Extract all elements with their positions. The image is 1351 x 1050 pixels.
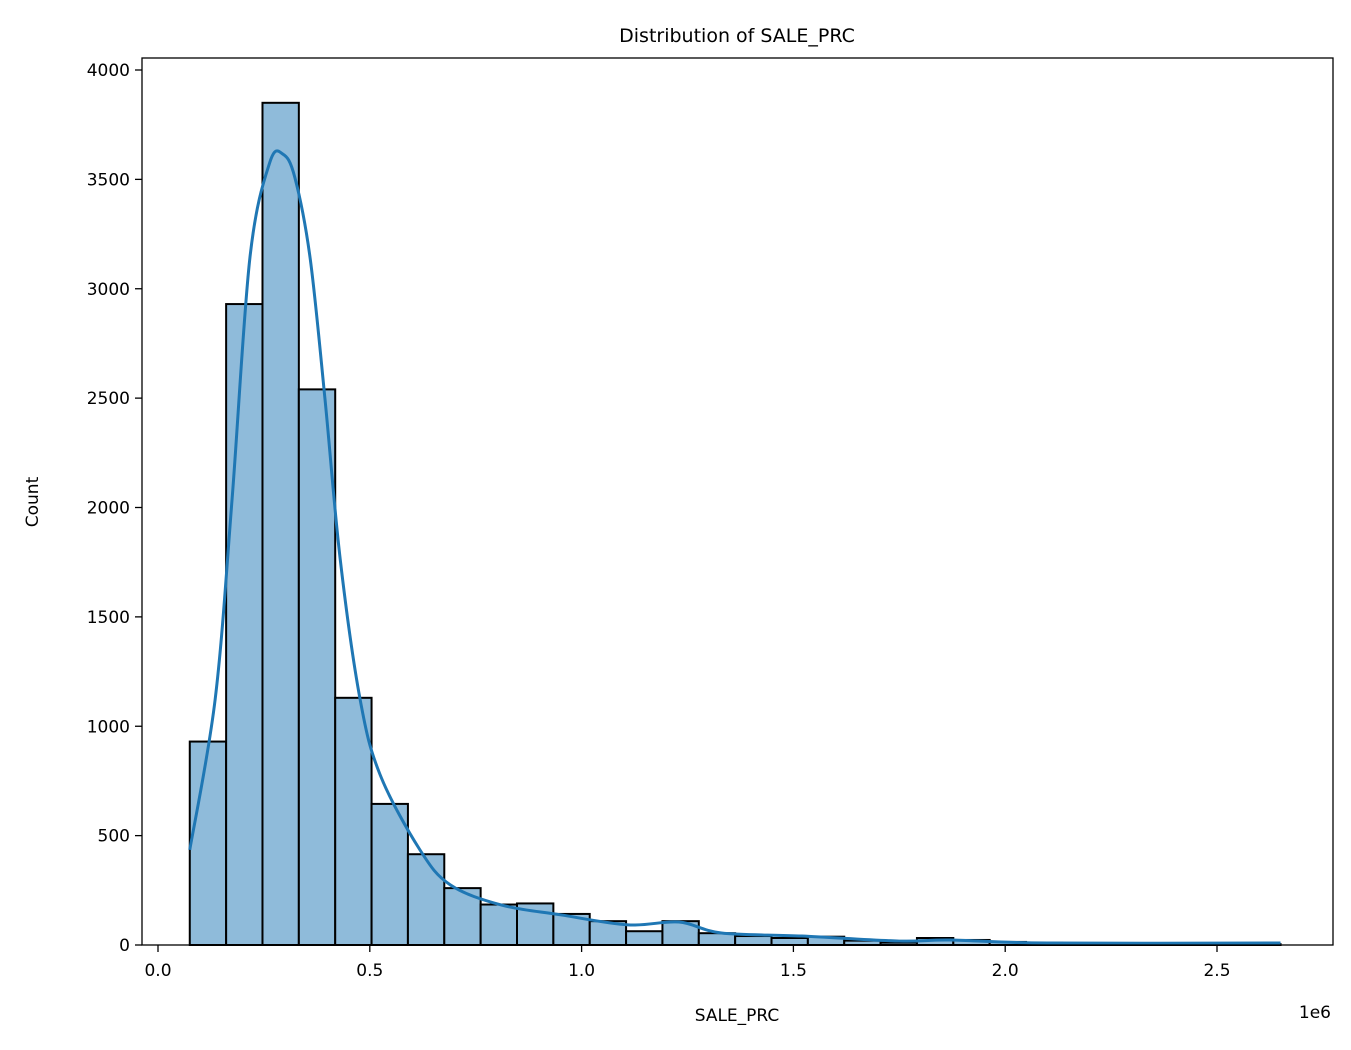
y-tick-label: 2500 [87,389,130,409]
y-ticks: 0 500 1000 1500 2000 2500 3000 3500 4000 [87,61,142,956]
histogram-bar [770,937,809,946]
y-tick-label: 3500 [87,170,130,190]
x-tick-label: 1.5 [780,961,807,981]
histogram-bar [261,101,300,946]
axes-frame [141,57,1334,946]
y-tick-label: 1000 [87,717,130,737]
x-tick-label: 1.0 [568,961,595,981]
y-tick-label: 500 [98,827,130,847]
x-tick-label: 0.5 [356,961,383,981]
chart-title: Distribution of SALE_PRC [619,25,855,47]
histogram-bar [334,696,373,946]
y-tick-label: 4000 [87,61,130,81]
y-tick-label: 3000 [87,280,130,300]
x-tick-label: 2.0 [992,961,1019,981]
histogram-bar [225,303,264,946]
y-tick-label: 1500 [87,608,130,628]
x-offset-label: 1e6 [1299,1003,1331,1023]
y-tick-label: 0 [119,936,130,956]
histogram-bar [188,740,228,946]
bars-group [188,101,1282,946]
x-tick-label: 0.0 [144,961,171,981]
histogram-bar [406,853,446,946]
y-tick-label: 2000 [87,499,130,519]
histogram-bar [734,935,773,946]
x-tick-label: 2.5 [1203,961,1230,981]
x-ticks: 0.0 0.5 1.0 1.5 2.0 2.5 [144,945,1231,981]
x-axis-label: SALE_PRC [695,1006,780,1026]
histogram-bar [370,802,409,946]
y-axis-label: Count [23,476,43,527]
histogram-bar [479,903,519,946]
histogram-bar [625,930,664,946]
histogram-bar [297,388,337,946]
kde-line [188,149,1281,945]
